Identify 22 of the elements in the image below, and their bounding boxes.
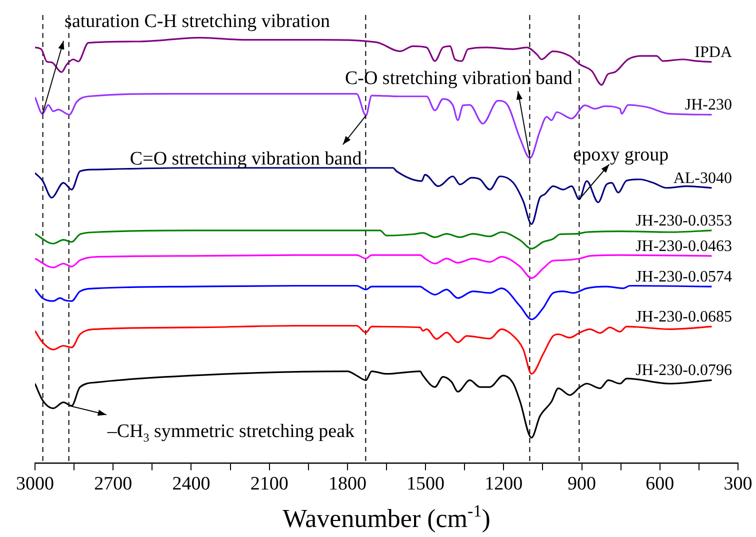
series-label: IPDA [694,44,732,61]
series-label: JH-230-0.0463 [636,238,732,255]
annotation: C=O stretching vibration band [130,148,362,170]
annotation: epoxy group [573,144,669,166]
annotation: saturation C-H stretching vibration [64,10,330,32]
x-tick-label: 300 [724,474,752,495]
series-label: JH-230 [684,96,732,114]
series-label: JH-230-0.0353 [636,212,732,230]
series-label: JH-230-0.0574 [636,268,732,286]
x-tick-label: 1200 [484,474,523,495]
x-tick-label: 1800 [328,474,366,495]
x-tick-label: 2700 [94,474,132,495]
x-tick-label: 2400 [172,474,210,495]
series-label: AL-3040 [673,170,732,187]
series-label: JH-230-0.0796 [636,362,732,380]
x-tick-label: 2100 [250,474,288,495]
annotation: C-O stretching vibration band [344,68,573,90]
x-tick-label: 900 [568,474,596,495]
x-tick-label: 3000 [16,474,54,495]
series-label: JH-230-0.0685 [636,308,732,326]
x-tick-label: 600 [646,474,674,495]
x-tick-label: 1500 [406,474,445,495]
